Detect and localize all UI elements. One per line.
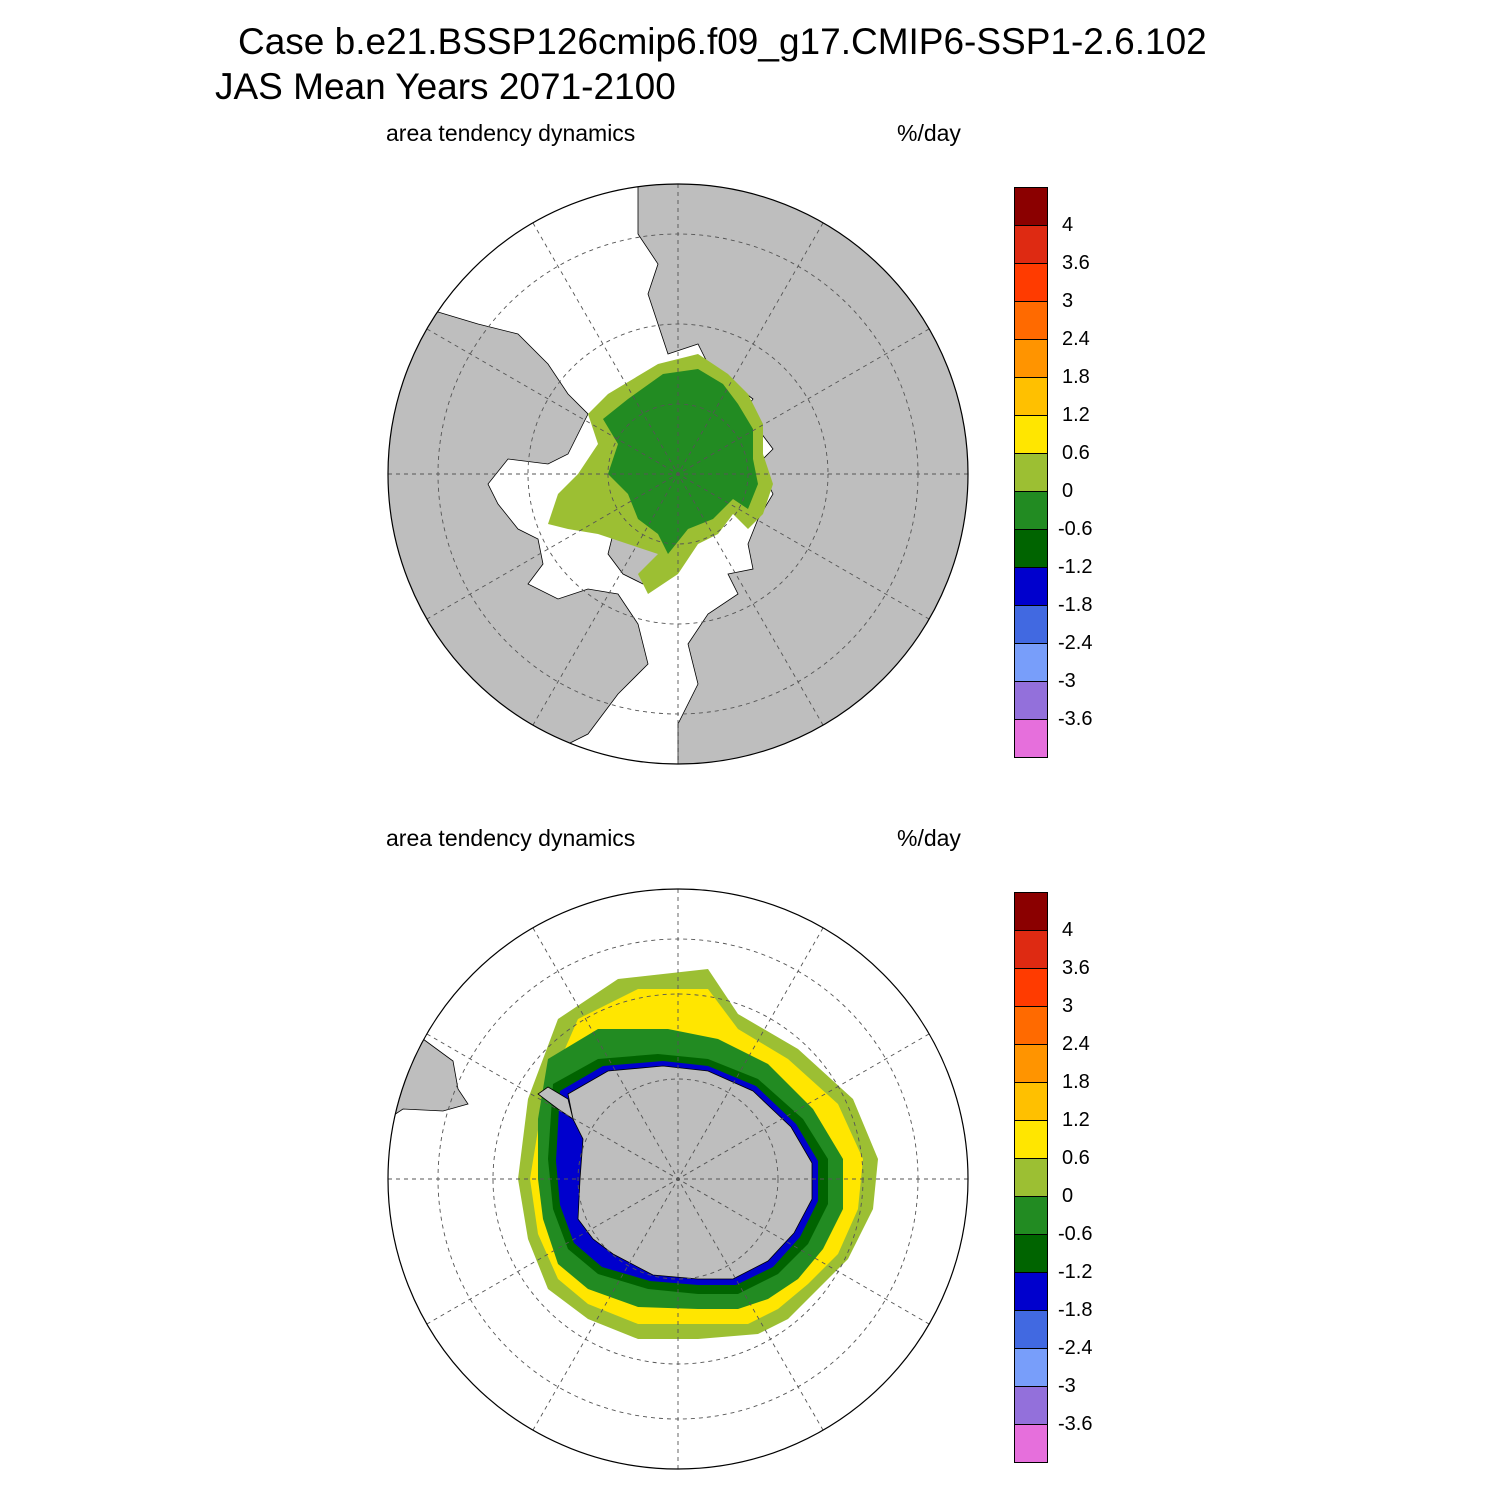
north-colorbar-swatch	[1014, 605, 1048, 644]
north-ice-green-region	[603, 369, 758, 554]
north-colorbar-tick-label: 2.4	[1062, 328, 1090, 350]
south-colorbar-swatch	[1014, 892, 1048, 931]
north-colorbar-tick-label: 1.2	[1062, 404, 1090, 426]
north-colorbar-tick-label: -3.6	[1058, 708, 1093, 730]
south-panel-left-label: area tendency dynamics	[386, 825, 636, 851]
south-colorbar-swatch	[1014, 1234, 1048, 1273]
north-colorbar-swatch	[1014, 301, 1048, 340]
north-graticule	[388, 184, 968, 764]
north-colorbar-tick-label: 3	[1062, 290, 1074, 312]
north-colorbar-swatch	[1014, 377, 1048, 416]
north-colorbar-swatch	[1014, 339, 1048, 378]
north-colorbar-swatch	[1014, 225, 1048, 264]
figure-title-line1: Case b.e21.BSSP126cmip6.f09_g17.CMIP6-SS…	[238, 21, 1207, 62]
north-colorbar-swatch	[1014, 567, 1048, 606]
south-colorbar-swatch	[1014, 1158, 1048, 1197]
north-colorbar-swatch	[1014, 187, 1048, 226]
south-colorbar-swatch	[1014, 1196, 1048, 1235]
north-colorbar-swatch	[1014, 415, 1048, 454]
north-panel-units-label: %/day	[897, 120, 961, 146]
north-colorbar-tick-label: 1.8	[1062, 366, 1090, 388]
south-colorbar-tick-label: 2.4	[1062, 1033, 1090, 1055]
south-map-border	[387, 888, 969, 1470]
south-colorbar-tick-label: 3	[1062, 995, 1074, 1017]
north-colorbar-tick-label: 3.6	[1062, 252, 1090, 274]
north-colorbar-swatch	[1014, 491, 1048, 530]
north-colorbar: 4 3.6 3 2.4 1.8 1.2 0.6 0 -0.6 -1.2 -1.8 -2.4 -3 -3.6	[1014, 187, 1092, 758]
south-colorbar-swatch	[1014, 1082, 1048, 1121]
south-colorbar-swatch	[1014, 968, 1048, 1007]
north-colorbar-tick-label: -2.4	[1058, 632, 1093, 654]
south-colorbar-swatch	[1014, 1310, 1048, 1349]
south-colorbar-tick-label: -0.6	[1058, 1223, 1093, 1245]
south-colorbar-swatch	[1014, 1348, 1048, 1387]
south-graticule	[388, 889, 968, 1469]
north-colorbar-tick-label: -3	[1058, 670, 1076, 692]
north-colorbar-swatch	[1014, 719, 1048, 758]
north-colorbar-tick-label: -1.2	[1058, 556, 1093, 578]
north-colorbar-swatch	[1014, 681, 1048, 720]
north-colorbar-tick-label: 0.6	[1062, 442, 1090, 464]
south-colorbar-tick-label: 0	[1062, 1185, 1074, 1207]
south-colorbar-swatch	[1014, 1044, 1048, 1083]
south-colorbar-swatch	[1014, 1120, 1048, 1159]
south-colorbar-tick-label: -3	[1058, 1375, 1076, 1397]
south-colorbar-swatch	[1014, 930, 1048, 969]
south-colorbar-swatch	[1014, 1006, 1048, 1045]
north-colorbar-tick-label: -1.8	[1058, 594, 1093, 616]
south-colorbar-tick-label: 3.6	[1062, 957, 1090, 979]
south-colorbar-swatch	[1014, 1272, 1048, 1311]
north-polar-map	[387, 183, 969, 765]
south-colorbar-tick-label: 1.2	[1062, 1109, 1090, 1131]
south-colorbar-swatch	[1014, 1386, 1048, 1425]
north-colorbar-swatch	[1014, 453, 1048, 492]
north-colorbar-tick-label: -0.6	[1058, 518, 1093, 540]
south-colorbar: 4 3.6 3 2.4 1.8 1.2 0.6 0 -0.6 -1.2 -1.8 -2.4 -3 -3.6	[1014, 892, 1092, 1463]
south-colorbar-swatch	[1014, 1424, 1048, 1463]
north-panel-left-label: area tendency dynamics	[386, 120, 636, 146]
south-colorbar-tick-label: -2.4	[1058, 1337, 1093, 1359]
figure-title-line2: JAS Mean Years 2071-2100	[215, 66, 676, 107]
south-polar-map	[387, 888, 969, 1470]
south-colorbar-tick-label: 1.8	[1062, 1071, 1090, 1093]
north-colorbar-swatch	[1014, 643, 1048, 682]
south-land-antarctica	[567, 1065, 813, 1280]
south-colorbar-tick-label: 4	[1062, 919, 1074, 941]
south-colorbar-tick-label: 0.6	[1062, 1147, 1090, 1169]
north-colorbar-tick-label: 4	[1062, 214, 1074, 236]
north-colorbar-swatch	[1014, 263, 1048, 302]
south-colorbar-tick-label: -3.6	[1058, 1413, 1093, 1435]
north-map-border	[387, 183, 969, 765]
north-land-america	[388, 293, 649, 764]
south-colorbar-tick-label: -1.2	[1058, 1261, 1093, 1283]
north-colorbar-tick-label: 0	[1062, 480, 1074, 502]
north-colorbar-swatch	[1014, 529, 1048, 568]
south-panel-units-label: %/day	[897, 825, 961, 851]
south-colorbar-tick-label: -1.8	[1058, 1299, 1093, 1321]
